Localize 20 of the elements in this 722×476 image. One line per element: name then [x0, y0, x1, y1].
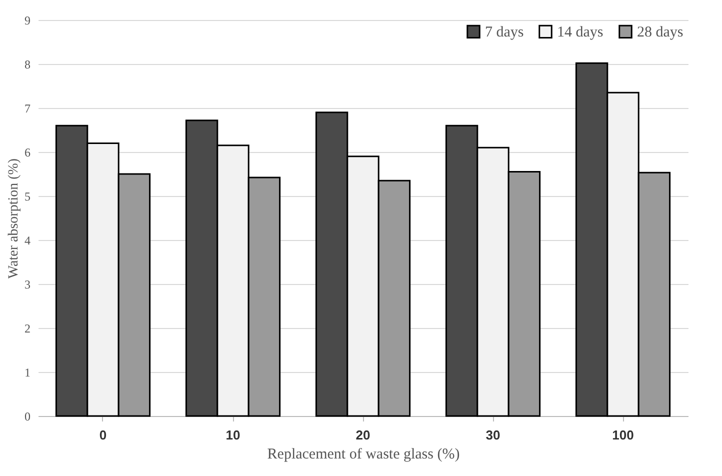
y-tick-label: 9 [24, 14, 30, 28]
x-tick-label: 30 [486, 428, 500, 442]
x-tick-label: 0 [99, 428, 107, 442]
y-tick-label: 1 [24, 366, 30, 380]
y-tick-label: 7 [24, 102, 30, 116]
x-axis-title: Replacement of waste glass (%) [267, 446, 460, 462]
y-tick-label: 3 [24, 278, 30, 292]
y-tick-label: 4 [24, 234, 30, 248]
x-tick-label: 20 [356, 428, 370, 442]
x-tick-label: 10 [226, 428, 240, 442]
y-tick-label: 6 [24, 146, 30, 160]
legend-label: 7 days [485, 24, 524, 41]
y-tick-label: 5 [24, 190, 30, 204]
y-tick-label: 0 [24, 410, 30, 424]
legend-label: 28 days [637, 24, 684, 41]
y-tick-label: 2 [24, 322, 30, 336]
legend-label: 14 days [557, 24, 604, 41]
y-axis-title: Water absorption (%) [6, 158, 22, 279]
y-tick-label: 8 [24, 58, 30, 72]
x-tick-label: 100 [612, 428, 634, 442]
